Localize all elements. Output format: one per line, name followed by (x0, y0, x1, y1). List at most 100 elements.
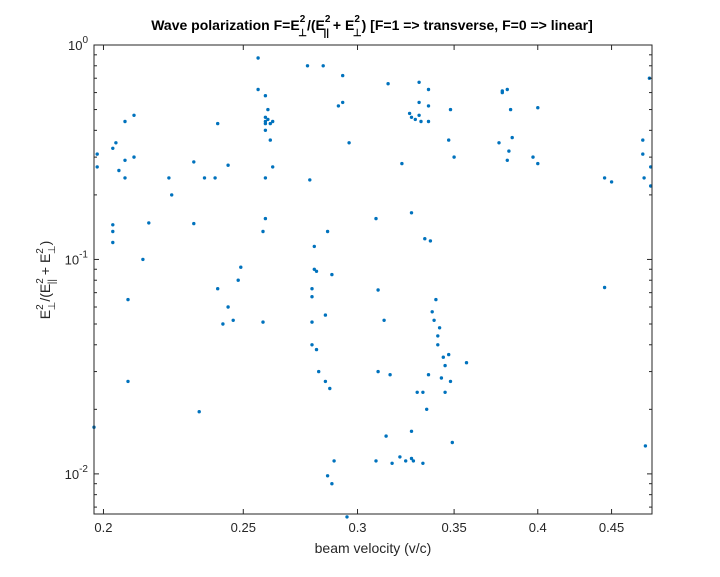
data-point (197, 410, 201, 414)
data-point (332, 459, 336, 463)
data-point (417, 100, 421, 105)
data-point (123, 176, 127, 180)
data-point (111, 223, 115, 227)
x-tick-label: 0.4 (529, 520, 547, 535)
data-point (448, 379, 453, 384)
data-point (376, 369, 380, 374)
data-point (341, 100, 345, 105)
y-tick-label: 100 (68, 35, 88, 53)
data-point (436, 334, 440, 338)
data-point (314, 269, 319, 273)
data-point (261, 320, 265, 324)
data-point (388, 373, 392, 377)
data-point (407, 111, 412, 116)
data-point (266, 117, 270, 122)
data-point (216, 287, 220, 291)
data-point (317, 369, 321, 374)
data-point (111, 146, 115, 150)
data-point (271, 119, 275, 124)
data-point (314, 347, 319, 352)
data-point (441, 355, 445, 359)
data-point (192, 160, 196, 164)
y-tick-label: 10-2 (65, 464, 89, 482)
data-point (642, 176, 646, 180)
data-point (409, 211, 414, 215)
data-point (95, 152, 99, 156)
data-point (531, 155, 535, 159)
data-point (323, 313, 328, 317)
data-point (421, 461, 425, 465)
data-point (447, 138, 451, 142)
data-point (170, 193, 174, 197)
data-point (439, 376, 444, 380)
data-point (310, 287, 314, 291)
data-point (384, 434, 388, 438)
data-point (452, 155, 456, 159)
data-point (409, 429, 414, 433)
data-point (123, 158, 127, 162)
data-point (117, 168, 121, 173)
data-point (437, 326, 442, 330)
data-point (419, 119, 423, 124)
data-point (411, 459, 416, 463)
data-point (415, 390, 419, 394)
data-point (426, 104, 431, 108)
data-point (447, 352, 451, 357)
x-axis-label: beam velocity (v/c) (315, 540, 432, 556)
data-point (226, 305, 230, 309)
data-point (213, 176, 217, 180)
data-point (271, 165, 275, 169)
data-point (341, 73, 345, 78)
data-point (450, 440, 454, 445)
data-point (263, 94, 268, 98)
data-point (432, 318, 436, 322)
data-point (239, 265, 243, 269)
data-point (602, 176, 607, 180)
x-tick-label: 0.35 (441, 520, 466, 535)
data-point (268, 138, 272, 142)
data-point (328, 386, 332, 391)
x-tick-label: 0.2 (94, 520, 112, 535)
data-point (310, 343, 314, 347)
data-point (236, 278, 240, 282)
axes-box (93, 44, 653, 515)
data-point (426, 373, 431, 377)
data-point (643, 444, 648, 448)
data-point (508, 107, 513, 112)
data-point (256, 87, 260, 92)
data-point (216, 121, 220, 126)
data-point (505, 158, 509, 162)
data-point (111, 229, 115, 234)
data-point (325, 229, 330, 234)
data-point (321, 64, 325, 68)
data-point (417, 113, 421, 118)
data-points (92, 56, 653, 519)
data-point (263, 115, 268, 120)
data-point (536, 161, 540, 166)
data-point (398, 455, 402, 459)
data-point (426, 119, 431, 124)
data-point (323, 379, 328, 384)
data-point (464, 361, 469, 365)
data-point (505, 87, 509, 92)
data-point (443, 363, 447, 368)
data-point (310, 295, 314, 299)
data-point (536, 106, 540, 110)
data-point (192, 221, 196, 226)
data-point (330, 272, 334, 277)
data-point (609, 180, 614, 184)
data-point (443, 390, 447, 394)
y-axis-label: E2⊥/(E2|| + E2⊥) (35, 241, 58, 320)
data-point (500, 90, 504, 95)
data-point (268, 121, 272, 126)
data-point (141, 257, 145, 262)
data-point (202, 176, 207, 180)
data-point (221, 322, 225, 326)
data-point (256, 56, 260, 60)
data-point (114, 141, 118, 145)
data-point (641, 138, 645, 142)
data-point (111, 240, 115, 245)
data-point (266, 107, 270, 112)
x-tick-label: 0.25 (231, 520, 256, 535)
